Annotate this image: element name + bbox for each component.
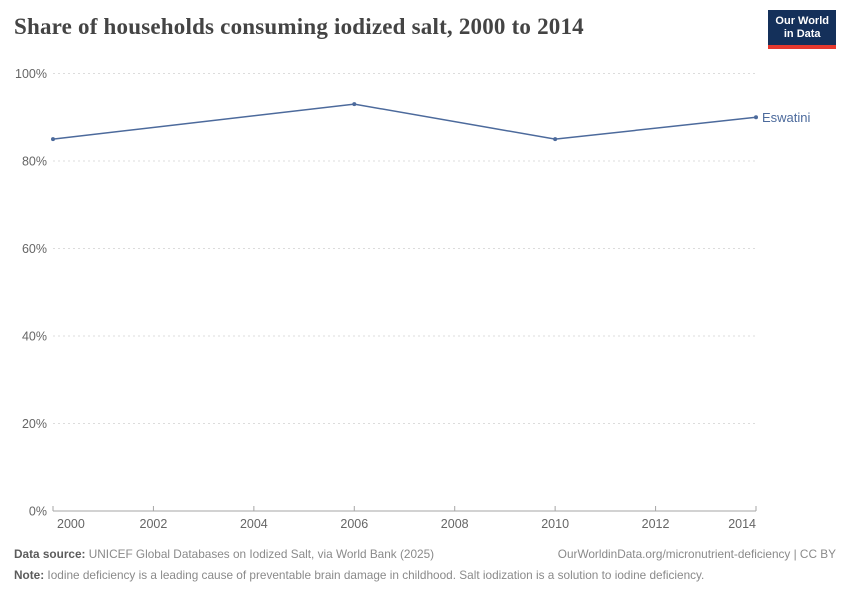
y-tick-label: 0% xyxy=(29,505,47,519)
x-tick-label: 2012 xyxy=(642,517,670,531)
owid-logo-line2: in Data xyxy=(783,28,821,40)
page-title: Share of households consuming iodized sa… xyxy=(14,14,584,39)
y-tick-label: 80% xyxy=(22,155,47,169)
x-tick-label: 2008 xyxy=(441,517,469,531)
x-tick-label: 2010 xyxy=(541,517,569,531)
owid-link[interactable]: OurWorldinData.org/micronutrient-deficie… xyxy=(557,547,836,561)
x-tick-label: 2004 xyxy=(240,517,268,531)
x-tick-label: 2000 xyxy=(57,517,85,531)
data-point[interactable] xyxy=(754,115,758,120)
series-label[interactable]: Eswatini xyxy=(762,110,811,125)
data-point[interactable] xyxy=(51,137,55,142)
y-tick-label: 20% xyxy=(22,417,47,431)
note-text: Iodine deficiency is a leading cause of … xyxy=(44,568,705,582)
y-tick-label: 40% xyxy=(22,330,47,344)
y-tick-label: 100% xyxy=(15,67,47,81)
x-tick-label: 2006 xyxy=(340,517,368,531)
data-point[interactable] xyxy=(553,137,558,142)
data-source: Data source: UNICEF Global Databases on … xyxy=(14,547,434,562)
owid-logo[interactable]: Our World in Data xyxy=(768,10,836,49)
chart-note: Note: Iodine deficiency is a leading cau… xyxy=(14,568,836,583)
series-line-eswatini[interactable] xyxy=(52,103,757,140)
chart-footer: Data source: UNICEF Global Databases on … xyxy=(14,547,836,583)
data-point[interactable] xyxy=(352,102,357,107)
owid-logo-line1: Our World xyxy=(775,15,829,27)
x-tick-label: 2014 xyxy=(728,517,756,531)
x-tick-label: 2002 xyxy=(140,517,168,531)
y-tick-label: 60% xyxy=(22,242,47,256)
data-source-text: UNICEF Global Databases on Iodized Salt,… xyxy=(85,547,435,561)
data-source-label: Data source: xyxy=(14,547,86,561)
note-label: Note: xyxy=(14,568,45,582)
